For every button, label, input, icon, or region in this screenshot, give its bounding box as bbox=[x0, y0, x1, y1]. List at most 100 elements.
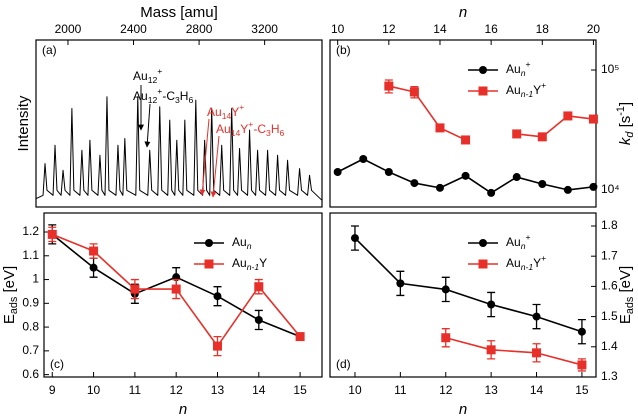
x-tick-label: 10 bbox=[348, 383, 362, 397]
text-run: + bbox=[525, 232, 530, 242]
series-line bbox=[445, 336, 583, 366]
panel-label: (d) bbox=[336, 357, 351, 371]
marker bbox=[130, 284, 140, 294]
y-tick-label: 1.1 bbox=[22, 248, 39, 262]
text-run: n bbox=[459, 4, 467, 21]
y-tick-label: 1.6 bbox=[601, 279, 618, 293]
text-run: Au bbox=[216, 122, 231, 136]
y-tick-label: 0.8 bbox=[22, 319, 39, 333]
text-run: [s bbox=[617, 116, 634, 132]
legend-label: Aun+ bbox=[506, 59, 531, 78]
text-run: Au bbox=[232, 256, 247, 270]
marker bbox=[487, 188, 496, 197]
marker bbox=[435, 183, 444, 192]
series-line bbox=[35, 96, 323, 201]
text-run: + bbox=[239, 102, 244, 112]
text-run: Y bbox=[259, 256, 267, 270]
marker bbox=[396, 279, 405, 288]
text-run: n bbox=[459, 401, 467, 418]
text-run: ads bbox=[624, 296, 636, 314]
panel-label: (a) bbox=[42, 43, 57, 57]
x-axis-title: n bbox=[179, 401, 187, 418]
text-run: -C bbox=[253, 122, 266, 136]
text-run: 6 bbox=[279, 128, 284, 138]
text-run: Au bbox=[506, 83, 521, 97]
text-run: 6 bbox=[188, 95, 193, 105]
text-run: 12 bbox=[148, 95, 158, 105]
panel-label: (b) bbox=[336, 43, 351, 57]
annotation-arrow bbox=[199, 118, 210, 196]
marker bbox=[577, 327, 586, 336]
x-axis-title: n bbox=[459, 4, 467, 21]
text-run: + bbox=[157, 66, 162, 76]
text-run: Au bbox=[207, 105, 222, 119]
text-run: 12 bbox=[148, 75, 158, 85]
text-run: H bbox=[271, 122, 280, 136]
annotation: Au14Y+ bbox=[207, 102, 244, 121]
marker bbox=[487, 300, 496, 309]
marker bbox=[589, 182, 598, 191]
text-run: [eV] bbox=[1, 266, 18, 297]
annotation: Au14Y+-C3H6 bbox=[216, 119, 284, 138]
marker bbox=[563, 185, 572, 194]
panel-frame bbox=[329, 39, 597, 208]
text-run: Au bbox=[133, 69, 148, 83]
text-run: + bbox=[525, 59, 530, 69]
panel-frame bbox=[43, 212, 323, 378]
x-tick-label: 20 bbox=[587, 22, 601, 36]
x-tick-label: 11 bbox=[129, 383, 142, 397]
x-tick-label: 14 bbox=[530, 383, 544, 397]
text-run: Au bbox=[506, 256, 521, 270]
x-tick-label: 12 bbox=[170, 383, 184, 397]
marker bbox=[537, 132, 547, 142]
x-tick-label: 16 bbox=[484, 22, 498, 36]
x-tick-label: 15 bbox=[293, 383, 307, 397]
y-tick-label: 1.4 bbox=[601, 339, 618, 353]
text-run: Y bbox=[533, 256, 541, 270]
legend-marker bbox=[478, 259, 488, 269]
marker bbox=[410, 179, 419, 188]
y-tick-label: 10⁵ bbox=[601, 62, 619, 76]
marker bbox=[461, 135, 471, 145]
y-axis-title: Eads [eV] bbox=[617, 266, 636, 324]
text-run: 3 bbox=[175, 95, 180, 105]
marker bbox=[384, 81, 394, 91]
marker bbox=[333, 168, 342, 177]
text-run: n bbox=[247, 241, 252, 251]
x-tick-label: 12 bbox=[382, 22, 396, 36]
text-run: E bbox=[617, 314, 634, 324]
y-tick-label: 1.5 bbox=[601, 309, 618, 323]
marker bbox=[435, 123, 445, 133]
legend-marker bbox=[479, 239, 487, 247]
marker bbox=[359, 155, 368, 164]
text-run: n bbox=[521, 241, 526, 251]
series-line bbox=[354, 237, 583, 333]
text-run: Au bbox=[133, 89, 148, 103]
legend-marker bbox=[479, 66, 487, 74]
y-tick-label: 0.7 bbox=[22, 343, 39, 357]
text-run: 3 bbox=[266, 128, 271, 138]
marker bbox=[588, 114, 598, 124]
y-tick-label: 0.6 bbox=[22, 367, 39, 381]
marker bbox=[577, 360, 587, 370]
text-run: + bbox=[541, 253, 546, 263]
y-tick-label: 1 bbox=[32, 272, 39, 286]
legend-marker bbox=[204, 259, 214, 269]
legend-marker bbox=[205, 239, 213, 247]
y-tick-label: 0.9 bbox=[22, 295, 39, 309]
x-tick-label: 10 bbox=[331, 22, 345, 36]
x-tick-label: 14 bbox=[433, 22, 447, 36]
marker bbox=[89, 246, 99, 256]
marker bbox=[47, 229, 57, 239]
text-run: ] bbox=[617, 102, 634, 106]
text-run: E bbox=[1, 314, 18, 324]
marker bbox=[563, 111, 573, 121]
y-tick-label: 1.3 bbox=[601, 369, 618, 383]
marker bbox=[254, 282, 264, 292]
text-run: n bbox=[521, 68, 526, 78]
legend-label: Aun bbox=[232, 235, 252, 251]
legend-label: Aun+ bbox=[506, 232, 531, 251]
x-tick-label: 14 bbox=[252, 383, 266, 397]
marker bbox=[461, 171, 470, 180]
